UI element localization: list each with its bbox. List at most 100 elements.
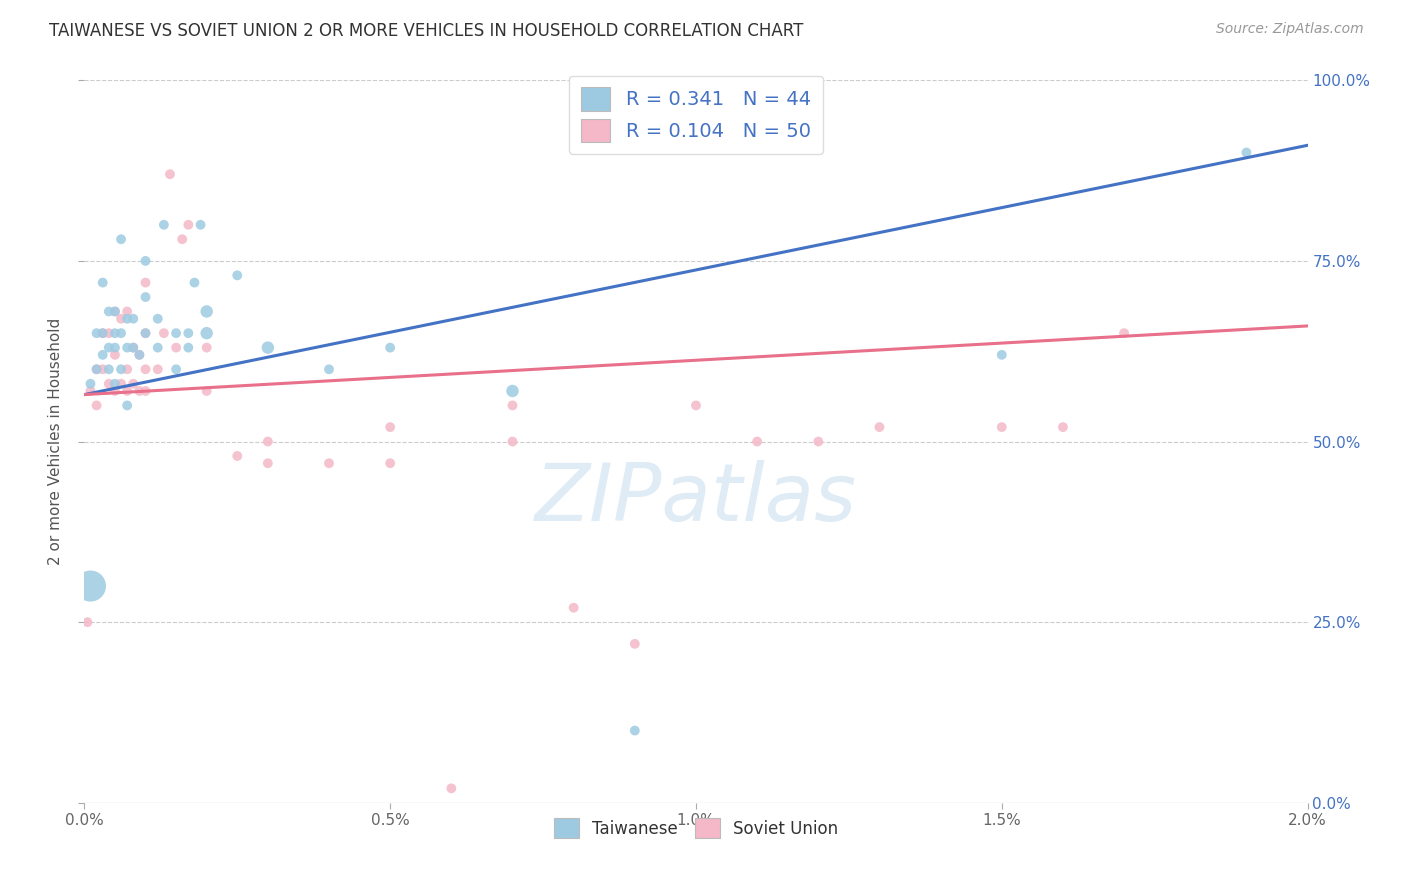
Point <box>257 341 280 355</box>
Point <box>226 449 249 463</box>
Point <box>97 362 120 376</box>
Point <box>110 311 132 326</box>
Point <box>122 341 145 355</box>
Point <box>104 341 127 355</box>
Point <box>869 420 891 434</box>
Point <box>159 167 181 181</box>
Point <box>128 384 150 398</box>
Text: TAIWANESE VS SOVIET UNION 2 OR MORE VEHICLES IN HOUSEHOLD CORRELATION CHART: TAIWANESE VS SOVIET UNION 2 OR MORE VEHI… <box>49 22 804 40</box>
Point <box>172 232 194 246</box>
Point <box>318 362 340 376</box>
Point <box>624 637 647 651</box>
Point <box>146 341 169 355</box>
Point <box>195 384 218 398</box>
Point <box>153 218 176 232</box>
Point <box>146 311 169 326</box>
Point <box>86 362 108 376</box>
Point <box>135 362 157 376</box>
Point <box>86 326 108 340</box>
Point <box>135 326 157 340</box>
Point <box>110 376 132 391</box>
Point <box>97 341 120 355</box>
Point <box>91 326 114 340</box>
Point <box>122 341 145 355</box>
Point <box>135 276 157 290</box>
Point <box>122 311 145 326</box>
Point <box>318 456 340 470</box>
Point <box>991 420 1014 434</box>
Legend: Taiwanese, Soviet Union: Taiwanese, Soviet Union <box>547 812 845 845</box>
Point <box>562 600 585 615</box>
Y-axis label: 2 or more Vehicles in Household: 2 or more Vehicles in Household <box>48 318 63 566</box>
Point <box>79 376 101 391</box>
Point <box>380 341 402 355</box>
Point <box>153 326 176 340</box>
Point <box>165 362 187 376</box>
Point <box>115 341 138 355</box>
Point <box>257 456 280 470</box>
Point <box>86 362 108 376</box>
Point <box>79 579 101 593</box>
Point <box>97 376 120 391</box>
Point <box>1114 326 1136 340</box>
Point <box>97 326 120 340</box>
Point <box>257 434 280 449</box>
Point <box>165 326 187 340</box>
Point <box>104 304 127 318</box>
Point <box>115 311 138 326</box>
Point <box>685 398 707 412</box>
Point <box>190 218 212 232</box>
Point <box>104 326 127 340</box>
Point <box>380 456 402 470</box>
Point <box>91 348 114 362</box>
Point <box>502 384 524 398</box>
Point <box>440 781 463 796</box>
Point <box>110 232 132 246</box>
Point <box>146 362 169 376</box>
Text: ZIPatlas: ZIPatlas <box>534 460 858 539</box>
Point <box>195 341 218 355</box>
Point <box>177 326 200 340</box>
Point <box>110 362 132 376</box>
Point <box>128 348 150 362</box>
Point <box>128 348 150 362</box>
Point <box>135 384 157 398</box>
Point <box>502 398 524 412</box>
Point <box>91 362 114 376</box>
Point <box>76 615 98 630</box>
Point <box>97 304 120 318</box>
Point <box>115 398 138 412</box>
Point <box>624 723 647 738</box>
Point <box>135 253 157 268</box>
Point <box>104 384 127 398</box>
Point <box>177 218 200 232</box>
Point <box>122 376 145 391</box>
Point <box>177 341 200 355</box>
Point <box>86 398 108 412</box>
Point <box>104 304 127 318</box>
Point <box>183 276 205 290</box>
Point <box>135 290 157 304</box>
Point <box>380 420 402 434</box>
Point <box>135 326 157 340</box>
Text: Source: ZipAtlas.com: Source: ZipAtlas.com <box>1216 22 1364 37</box>
Point <box>104 348 127 362</box>
Point <box>91 276 114 290</box>
Point <box>195 304 218 318</box>
Point <box>79 384 101 398</box>
Point <box>502 434 524 449</box>
Point <box>195 326 218 340</box>
Point <box>747 434 769 449</box>
Point <box>991 348 1014 362</box>
Point <box>110 326 132 340</box>
Point <box>165 341 187 355</box>
Point <box>1052 420 1074 434</box>
Point <box>226 268 249 283</box>
Point <box>91 326 114 340</box>
Point <box>104 376 127 391</box>
Point <box>1236 145 1258 160</box>
Point <box>807 434 830 449</box>
Point <box>115 362 138 376</box>
Point <box>115 384 138 398</box>
Point <box>115 304 138 318</box>
